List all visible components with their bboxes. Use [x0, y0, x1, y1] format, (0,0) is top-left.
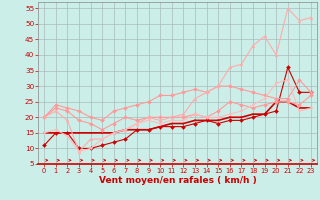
X-axis label: Vent moyen/en rafales ( km/h ): Vent moyen/en rafales ( km/h )	[99, 176, 256, 185]
